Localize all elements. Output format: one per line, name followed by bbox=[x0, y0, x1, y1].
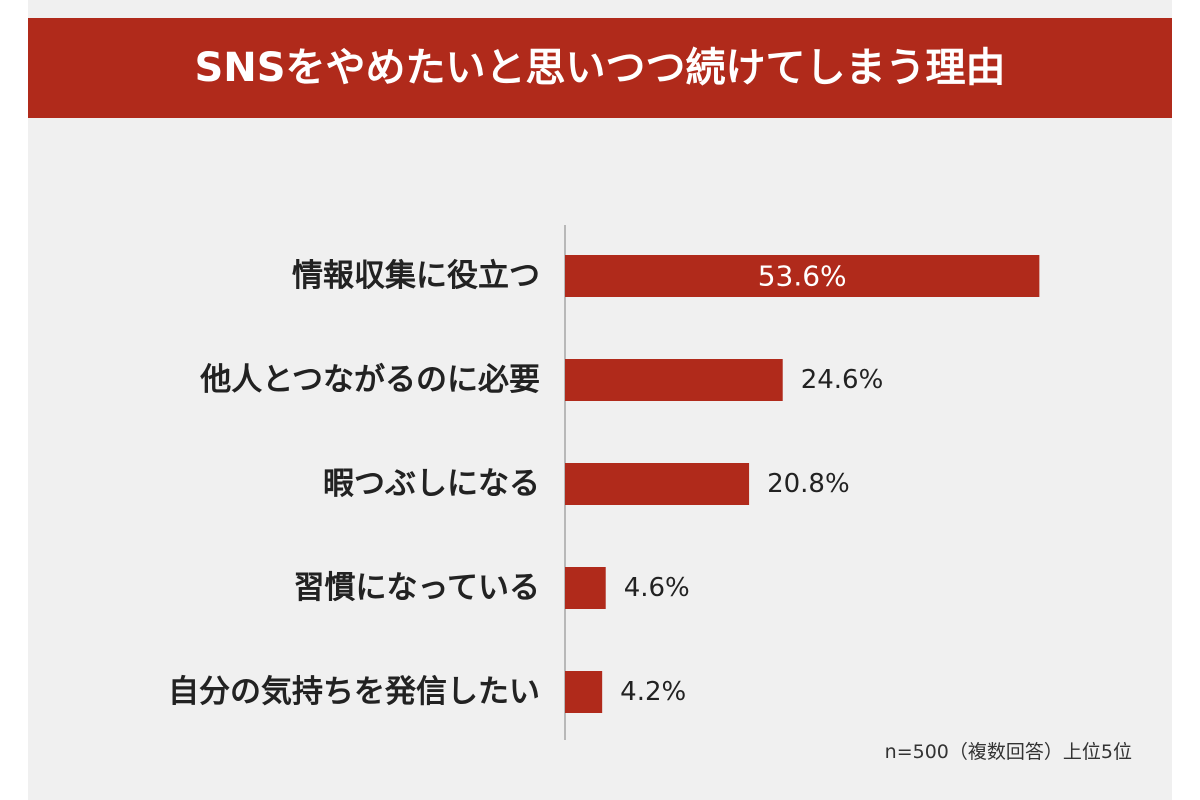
sample-note: n=500（複数回答）上位5位 bbox=[884, 741, 1132, 763]
category-label: 情報収集に役立つ bbox=[292, 258, 540, 294]
bar bbox=[565, 671, 603, 713]
bar bbox=[565, 567, 606, 609]
value-label: 24.6% bbox=[801, 365, 884, 395]
category-label: 暇つぶしになる bbox=[323, 466, 540, 502]
category-label: 習慣になっている bbox=[294, 570, 540, 606]
bar bbox=[565, 255, 1040, 297]
value-label: 20.8% bbox=[767, 469, 850, 499]
bar bbox=[565, 359, 783, 401]
value-label: 4.2% bbox=[620, 677, 686, 707]
chart-title: SNSをやめたいと思いつつ続けてしまう理由 bbox=[194, 45, 1006, 91]
bar bbox=[565, 463, 750, 505]
value-label: 4.6% bbox=[624, 573, 690, 603]
title-bar: SNSをやめたいと思いつつ続けてしまう理由 bbox=[28, 18, 1172, 118]
category-label: 自分の気持ちを発信したい bbox=[168, 674, 540, 710]
bars-layer: 情報収集に役立つ 53.6% 他人とつながるのに必要 24.6% 暇つぶしになる 20.8… bbox=[168, 255, 1040, 713]
category-label: 他人とつながるのに必要 bbox=[199, 362, 540, 398]
value-label: 53.6% bbox=[758, 260, 847, 293]
